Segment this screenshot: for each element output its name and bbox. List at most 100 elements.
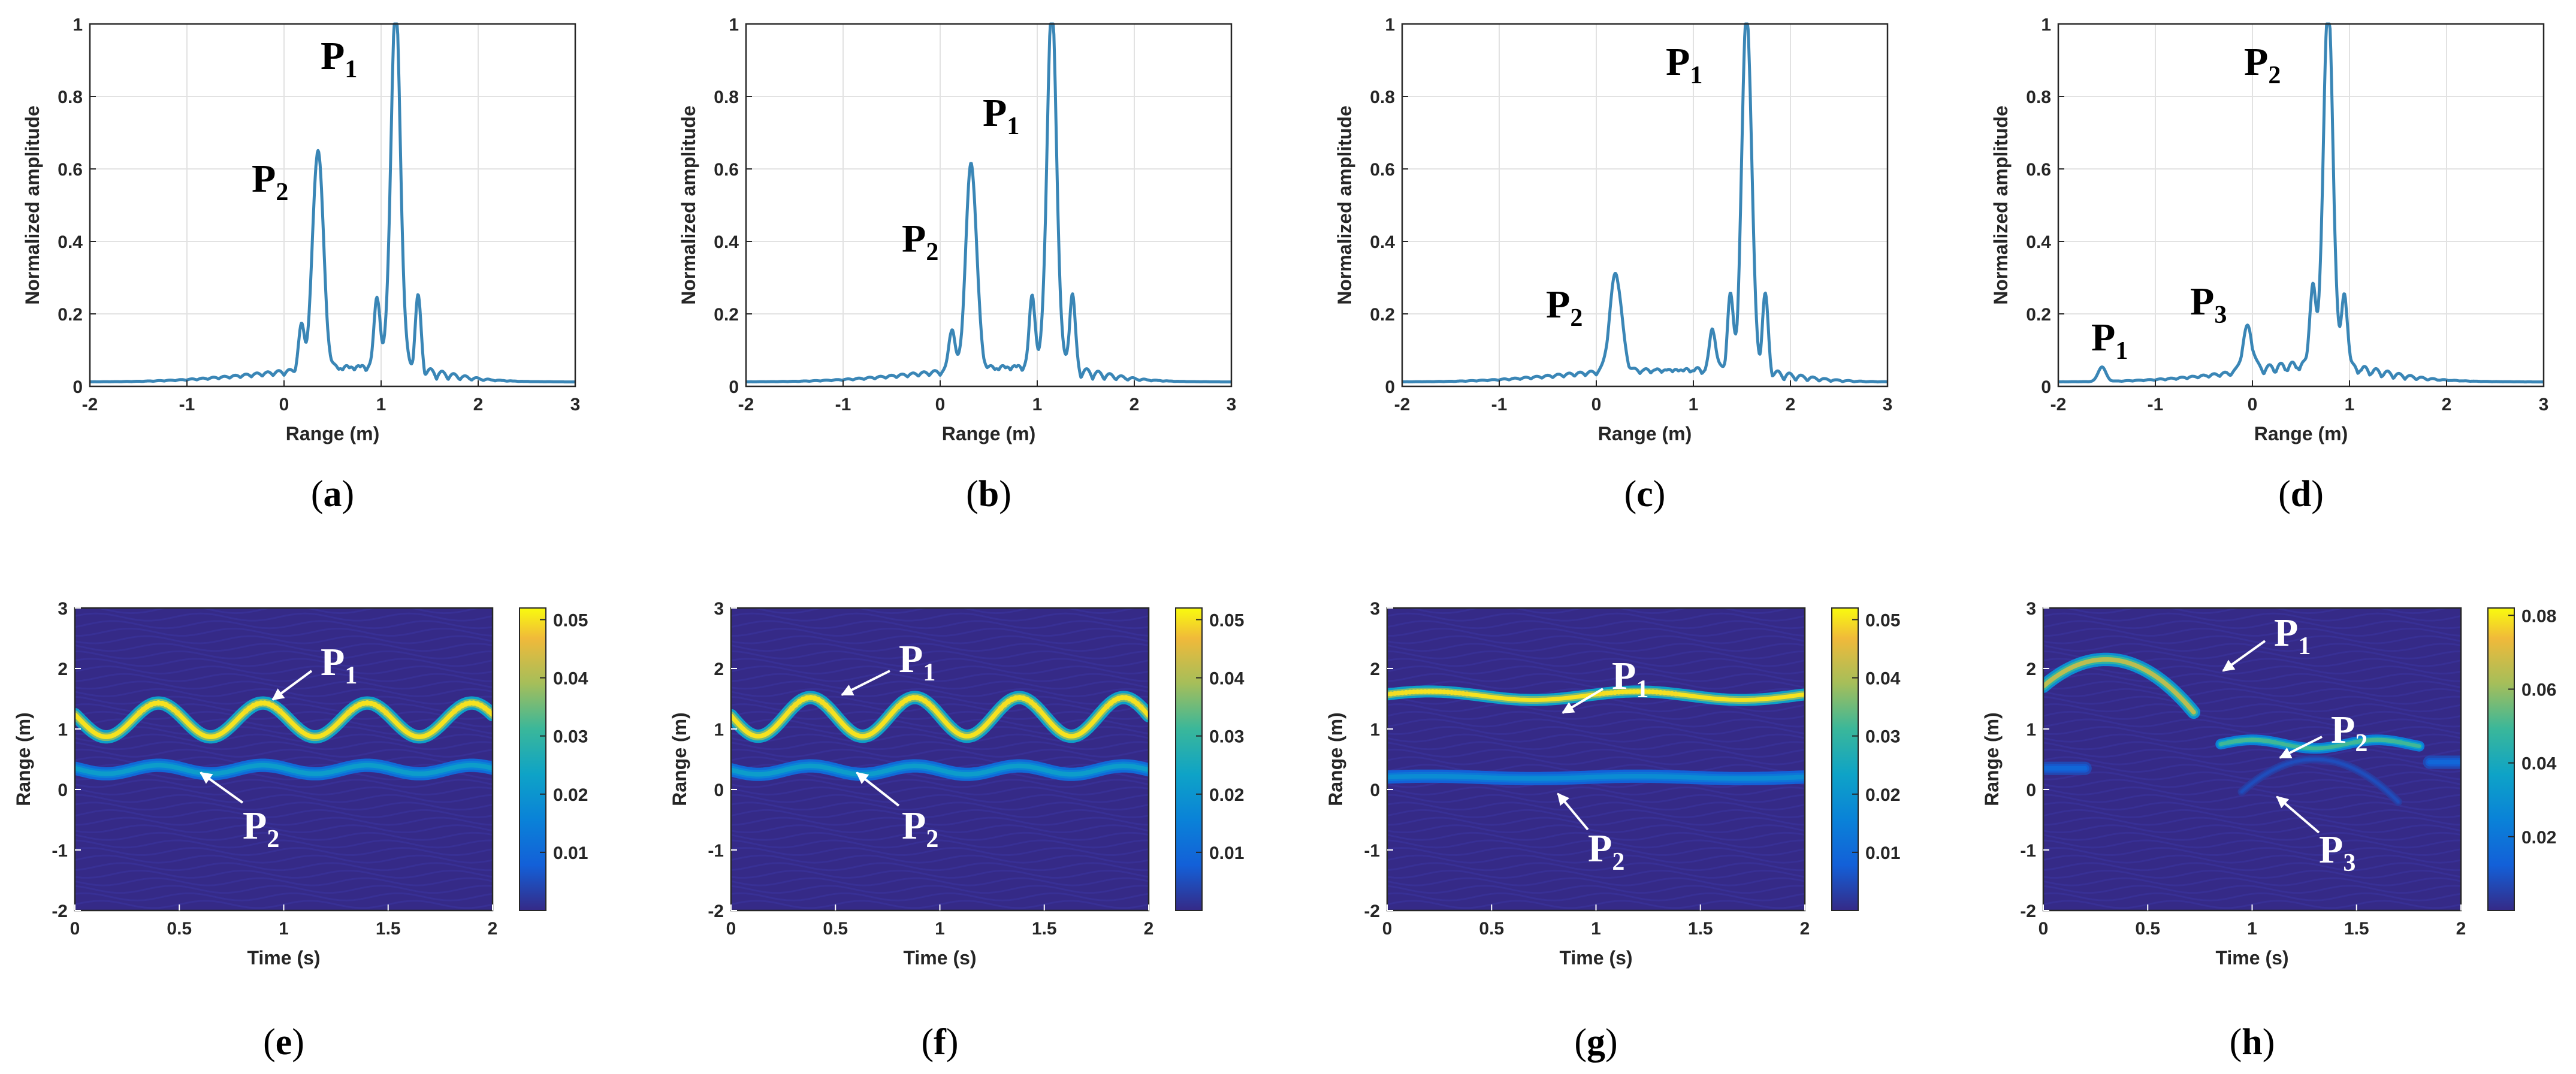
panel-caption: (c) (1624, 474, 1666, 515)
x-axis-label: Time (s) (247, 947, 320, 969)
x-tick-label: 1 (279, 919, 289, 939)
y-tick-label: 0 (714, 780, 724, 800)
y-tick-label: 0.8 (1370, 87, 1395, 107)
colorbar-tick-label: 0.05 (553, 610, 588, 630)
annotation-arrow (271, 670, 313, 701)
y-tick-label: -1 (2020, 841, 2036, 861)
peak-label: P2 (2331, 708, 2367, 757)
colorbar-tick-label: 0.01 (1209, 843, 1244, 863)
x-tick-label: 2 (2442, 395, 2452, 415)
peak-label: P2 (252, 157, 288, 206)
y-tick-label: 1 (1370, 720, 1380, 740)
peak-label: P2 (243, 804, 279, 853)
x-tick-label: 1.5 (1032, 919, 1057, 939)
x-tick-label: 0 (2039, 919, 2049, 939)
background-striations (2043, 608, 2461, 909)
x-tick-label: 0.5 (2135, 919, 2160, 939)
y-tick-label: 1 (58, 720, 68, 740)
x-tick-label: 2 (488, 919, 498, 939)
y-tick-label: 0 (2026, 780, 2036, 800)
y-axis-label: Normalized amplitude (678, 105, 699, 305)
colorbar-tick-label: 0.08 (2521, 606, 2556, 626)
heatmap-panel-e: 0 0.5 1 1.5 2 -2 -1 0 1 2 3 Time (s) Range (m) 0.01 0.… (13, 599, 588, 1063)
peak-label: P1 (2274, 611, 2311, 660)
y-tick-label: 0.2 (1370, 305, 1395, 325)
svg-text:P2: P2 (252, 157, 288, 206)
x-tick-label: 2 (1800, 919, 1810, 939)
colorbar-tick-label: 0.01 (553, 843, 588, 863)
y-tick-label: 3 (58, 599, 68, 619)
peak-label: P2 (902, 804, 938, 853)
y-axis-label: Range (m) (13, 712, 34, 806)
colorbar (1832, 608, 1858, 910)
plot-area (90, 24, 575, 386)
y-tick-label: 0 (2041, 377, 2051, 397)
y-tick-label: 0.2 (714, 305, 739, 325)
y-tick-label: 1 (2041, 15, 2051, 35)
y-tick-label: 0.4 (2026, 232, 2051, 252)
y-tick-label: 3 (714, 599, 724, 619)
heatmap-trace (731, 763, 1149, 777)
x-axis-label: Range (m) (1598, 423, 1692, 444)
panel-caption: (a) (311, 474, 354, 515)
panel-caption: (h) (2230, 1022, 2275, 1063)
annotation-arrow (2276, 795, 2320, 834)
x-tick-label: 1 (2345, 395, 2355, 415)
peak-label: P2 (2244, 40, 2281, 89)
line-panel-c: -2 -1 0 1 2 3 0 0.2 0.4 0.6 0.8 1 Range (m) Normalize… (1334, 15, 1892, 515)
x-tick-label: 1 (1689, 395, 1699, 415)
y-tick-label: -2 (708, 901, 724, 921)
peak-label: P1 (983, 91, 1019, 140)
x-tick-label: 2 (1786, 395, 1796, 415)
x-tick-label: -2 (2050, 395, 2067, 415)
heatmap-trace (2240, 758, 2400, 803)
y-tick-label: 0 (1385, 377, 1395, 397)
colorbar-tick-label: 0.02 (2521, 828, 2556, 848)
y-tick-label: 2 (2026, 659, 2036, 679)
colorbar-tick-label: 0.04 (2521, 754, 2557, 774)
y-tick-label: 1 (714, 720, 724, 740)
panel-caption: (b) (966, 474, 1011, 515)
x-tick-label: 0.5 (823, 919, 848, 939)
x-tick-label: 0 (2248, 395, 2258, 415)
svg-text:P2: P2 (902, 804, 938, 853)
svg-text:P1: P1 (2274, 611, 2311, 660)
svg-text:P2: P2 (243, 804, 279, 853)
series-line (89, 22, 576, 384)
peak-label: P1 (2091, 316, 2128, 365)
annotation-arrow (856, 772, 900, 807)
axes-box (1401, 23, 1889, 388)
background-striations (731, 608, 1149, 909)
y-tick-label: 0.8 (714, 87, 739, 107)
y-tick-label: 2 (1370, 659, 1380, 679)
y-axis-label: Range (m) (1325, 712, 1346, 806)
colorbar-tick-label: 0.02 (553, 785, 588, 805)
y-tick-label: 0 (1370, 780, 1380, 800)
peak-label: P3 (2190, 280, 2227, 329)
y-tick-label: 1 (729, 15, 739, 35)
x-tick-label: 0 (1382, 919, 1393, 939)
peak-label: P1 (1666, 40, 1702, 89)
x-axis-label: Time (s) (2215, 947, 2288, 969)
annotation-arrow (2222, 640, 2266, 672)
y-tick-label: 1 (2026, 720, 2036, 740)
x-tick-label: 1.5 (2344, 919, 2369, 939)
y-tick-label: 0.4 (1370, 232, 1395, 252)
peak-label: P1 (899, 637, 935, 686)
x-tick-label: 1.5 (376, 919, 401, 939)
colorbar-tick-label: 0.02 (1865, 785, 1900, 805)
y-tick-label: 0.6 (1370, 160, 1395, 180)
peak-label: P3 (2319, 828, 2355, 877)
x-tick-label: 1 (376, 395, 386, 415)
plot-area (746, 24, 1231, 386)
colorbar-tick-label: 0.05 (1209, 610, 1244, 630)
x-tick-label: 0 (1591, 395, 1602, 415)
x-tick-label: 0.5 (167, 919, 192, 939)
peak-label: P2 (1546, 283, 1583, 332)
y-axis-label: Range (m) (669, 712, 690, 806)
y-tick-label: -1 (1364, 841, 1380, 861)
y-tick-label: 2 (714, 659, 724, 679)
y-tick-label: 0.4 (58, 232, 83, 252)
heatmap-trace (1387, 774, 1805, 781)
heatmap-panel-f: 0 0.5 1 1.5 2 -2 -1 0 1 2 3 Time (s) Range (m) 0.01 0.… (669, 599, 1245, 1063)
